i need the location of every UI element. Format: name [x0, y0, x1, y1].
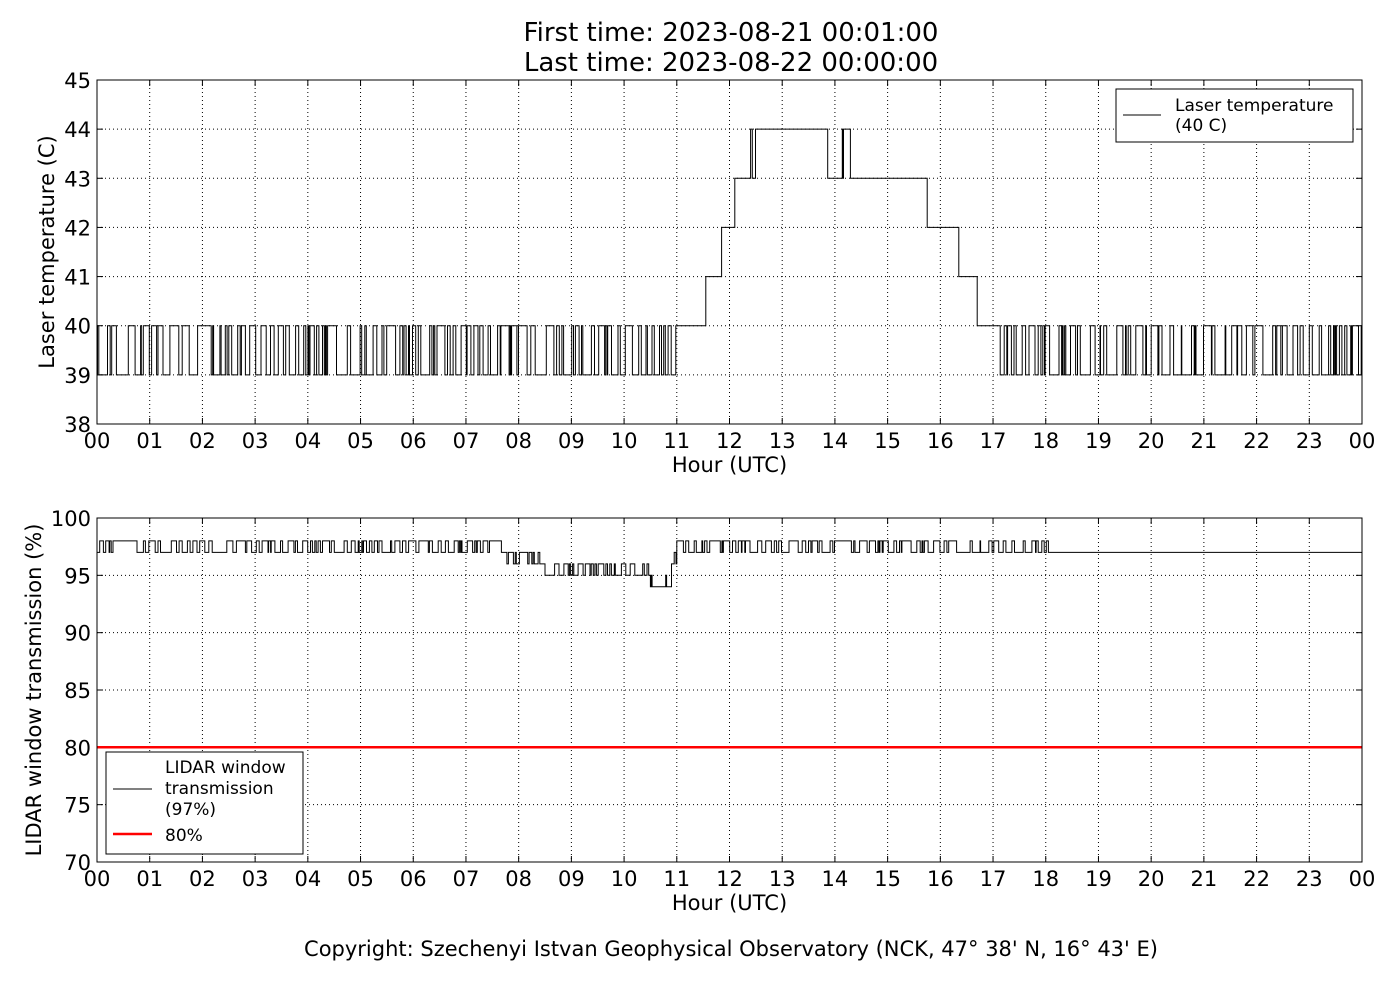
series-line-1 — [97, 128, 1362, 376]
y-tick-label: 75 — [64, 794, 91, 818]
x-tick-label: 11 — [663, 867, 690, 891]
legend-label: (40 C) — [1175, 116, 1227, 136]
x-tick-label: 09 — [558, 867, 585, 891]
y-tick-label: 41 — [64, 266, 91, 290]
x-tick-label: 23 — [1296, 429, 1323, 453]
x-tick-label: 08 — [505, 867, 532, 891]
legend-box — [105, 751, 304, 855]
x-tick-label: 11 — [663, 429, 690, 453]
x-tick-label: 03 — [242, 429, 269, 453]
legend-label: (97%) — [165, 800, 216, 820]
x-tick-label: 04 — [294, 867, 321, 891]
legend-label: Laser temperature — [1175, 96, 1333, 116]
x-tick-label: 06 — [400, 867, 427, 891]
y-tick-label: 43 — [64, 167, 91, 191]
x-tick-label: 15 — [874, 867, 901, 891]
plot-frame — [96, 79, 1363, 425]
y-tick-label: 44 — [64, 118, 91, 142]
x-tick-label: 08 — [505, 429, 532, 453]
x-tick-label: 12 — [716, 867, 743, 891]
y-tick-label: 39 — [64, 364, 91, 388]
x-tick-label: 01 — [136, 867, 163, 891]
y-tick-label: 42 — [64, 216, 91, 240]
y-tick-label: 90 — [64, 622, 91, 646]
x-tick-label: 06 — [400, 429, 427, 453]
x-tick-label: 01 — [136, 429, 163, 453]
legend-label: LIDAR window — [165, 758, 286, 778]
y-tick-label: 85 — [64, 679, 91, 703]
x-tick-label: 17 — [980, 429, 1007, 453]
x-tick-label: 16 — [927, 429, 954, 453]
x-tick-label: 10 — [611, 867, 638, 891]
x-tick-label: 02 — [189, 429, 216, 453]
x-tick-label: 19 — [1085, 867, 1112, 891]
x-tick-label: 20 — [1138, 429, 1165, 453]
x-tick-label: 16 — [927, 867, 954, 891]
x-tick-label: 05 — [347, 867, 374, 891]
x-tick-label: 00 — [84, 867, 111, 891]
x-tick-label: 14 — [822, 429, 849, 453]
y-tick-label: 45 — [64, 69, 91, 93]
x-tick-label: 21 — [1191, 429, 1218, 453]
y-axis-label: LIDAR window transmission (%) — [22, 524, 46, 857]
x-tick-label: 18 — [1032, 429, 1059, 453]
x-tick-label: 18 — [1032, 867, 1059, 891]
copyright-text: Copyright: Szechenyi Istvan Geophysical … — [304, 937, 1158, 961]
x-tick-label: 00 — [1349, 867, 1376, 891]
x-tick-label: 15 — [874, 429, 901, 453]
y-tick-label: 40 — [64, 315, 91, 339]
plot-frame — [96, 517, 1363, 863]
x-tick-label: 17 — [980, 867, 1007, 891]
chart-title-line1: First time: 2023-08-21 00:01:00 — [523, 18, 939, 48]
y-axis-label: Laser temperature (C) — [35, 135, 59, 368]
x-tick-label: 03 — [242, 867, 269, 891]
y-tick-label: 38 — [64, 413, 91, 437]
x-tick-label: 00 — [84, 429, 111, 453]
x-tick-label: 00 — [1349, 429, 1376, 453]
chart-panel-1: 00 01 02 03 04 05 06 07 08 09 10 11 12 13 14 15 16 17 18 19… — [35, 69, 1375, 477]
x-tick-label: 21 — [1191, 867, 1218, 891]
x-tick-label: 19 — [1085, 429, 1112, 453]
x-tick-label: 05 — [347, 429, 374, 453]
x-tick-label: 22 — [1243, 867, 1270, 891]
x-tick-label: 09 — [558, 429, 585, 453]
chart-title-line2: Last time: 2023-08-22 00:00:00 — [523, 48, 939, 78]
x-tick-label: 10 — [611, 429, 638, 453]
x-tick-label: 13 — [769, 867, 796, 891]
x-tick-label: 07 — [453, 429, 480, 453]
x-tick-label: 22 — [1243, 429, 1270, 453]
x-tick-label: 20 — [1138, 867, 1165, 891]
legend: Laser temperature(40 C) — [1115, 88, 1354, 143]
chart-panel-2: 00 01 02 03 04 05 06 07 08 09 10 11 12 13 14 15 16 17 18 19… — [22, 507, 1375, 915]
x-tick-label: 13 — [769, 429, 796, 453]
y-tick-label: 80 — [64, 736, 91, 760]
x-axis-label: Hour (UTC) — [672, 891, 787, 915]
x-axis-label: Hour (UTC) — [672, 453, 787, 477]
x-tick-label: 23 — [1296, 867, 1323, 891]
x-tick-label: 04 — [294, 429, 321, 453]
x-tick-label: 12 — [716, 429, 743, 453]
series-line-1 — [97, 540, 1362, 588]
x-tick-label: 07 — [453, 867, 480, 891]
y-tick-label: 95 — [64, 564, 91, 588]
legend-label: transmission — [165, 779, 274, 799]
y-tick-label: 100 — [51, 507, 91, 531]
y-tick-label: 70 — [64, 851, 91, 875]
x-tick-label: 02 — [189, 867, 216, 891]
legend-label: 80% — [165, 826, 203, 846]
x-tick-label: 14 — [822, 867, 849, 891]
